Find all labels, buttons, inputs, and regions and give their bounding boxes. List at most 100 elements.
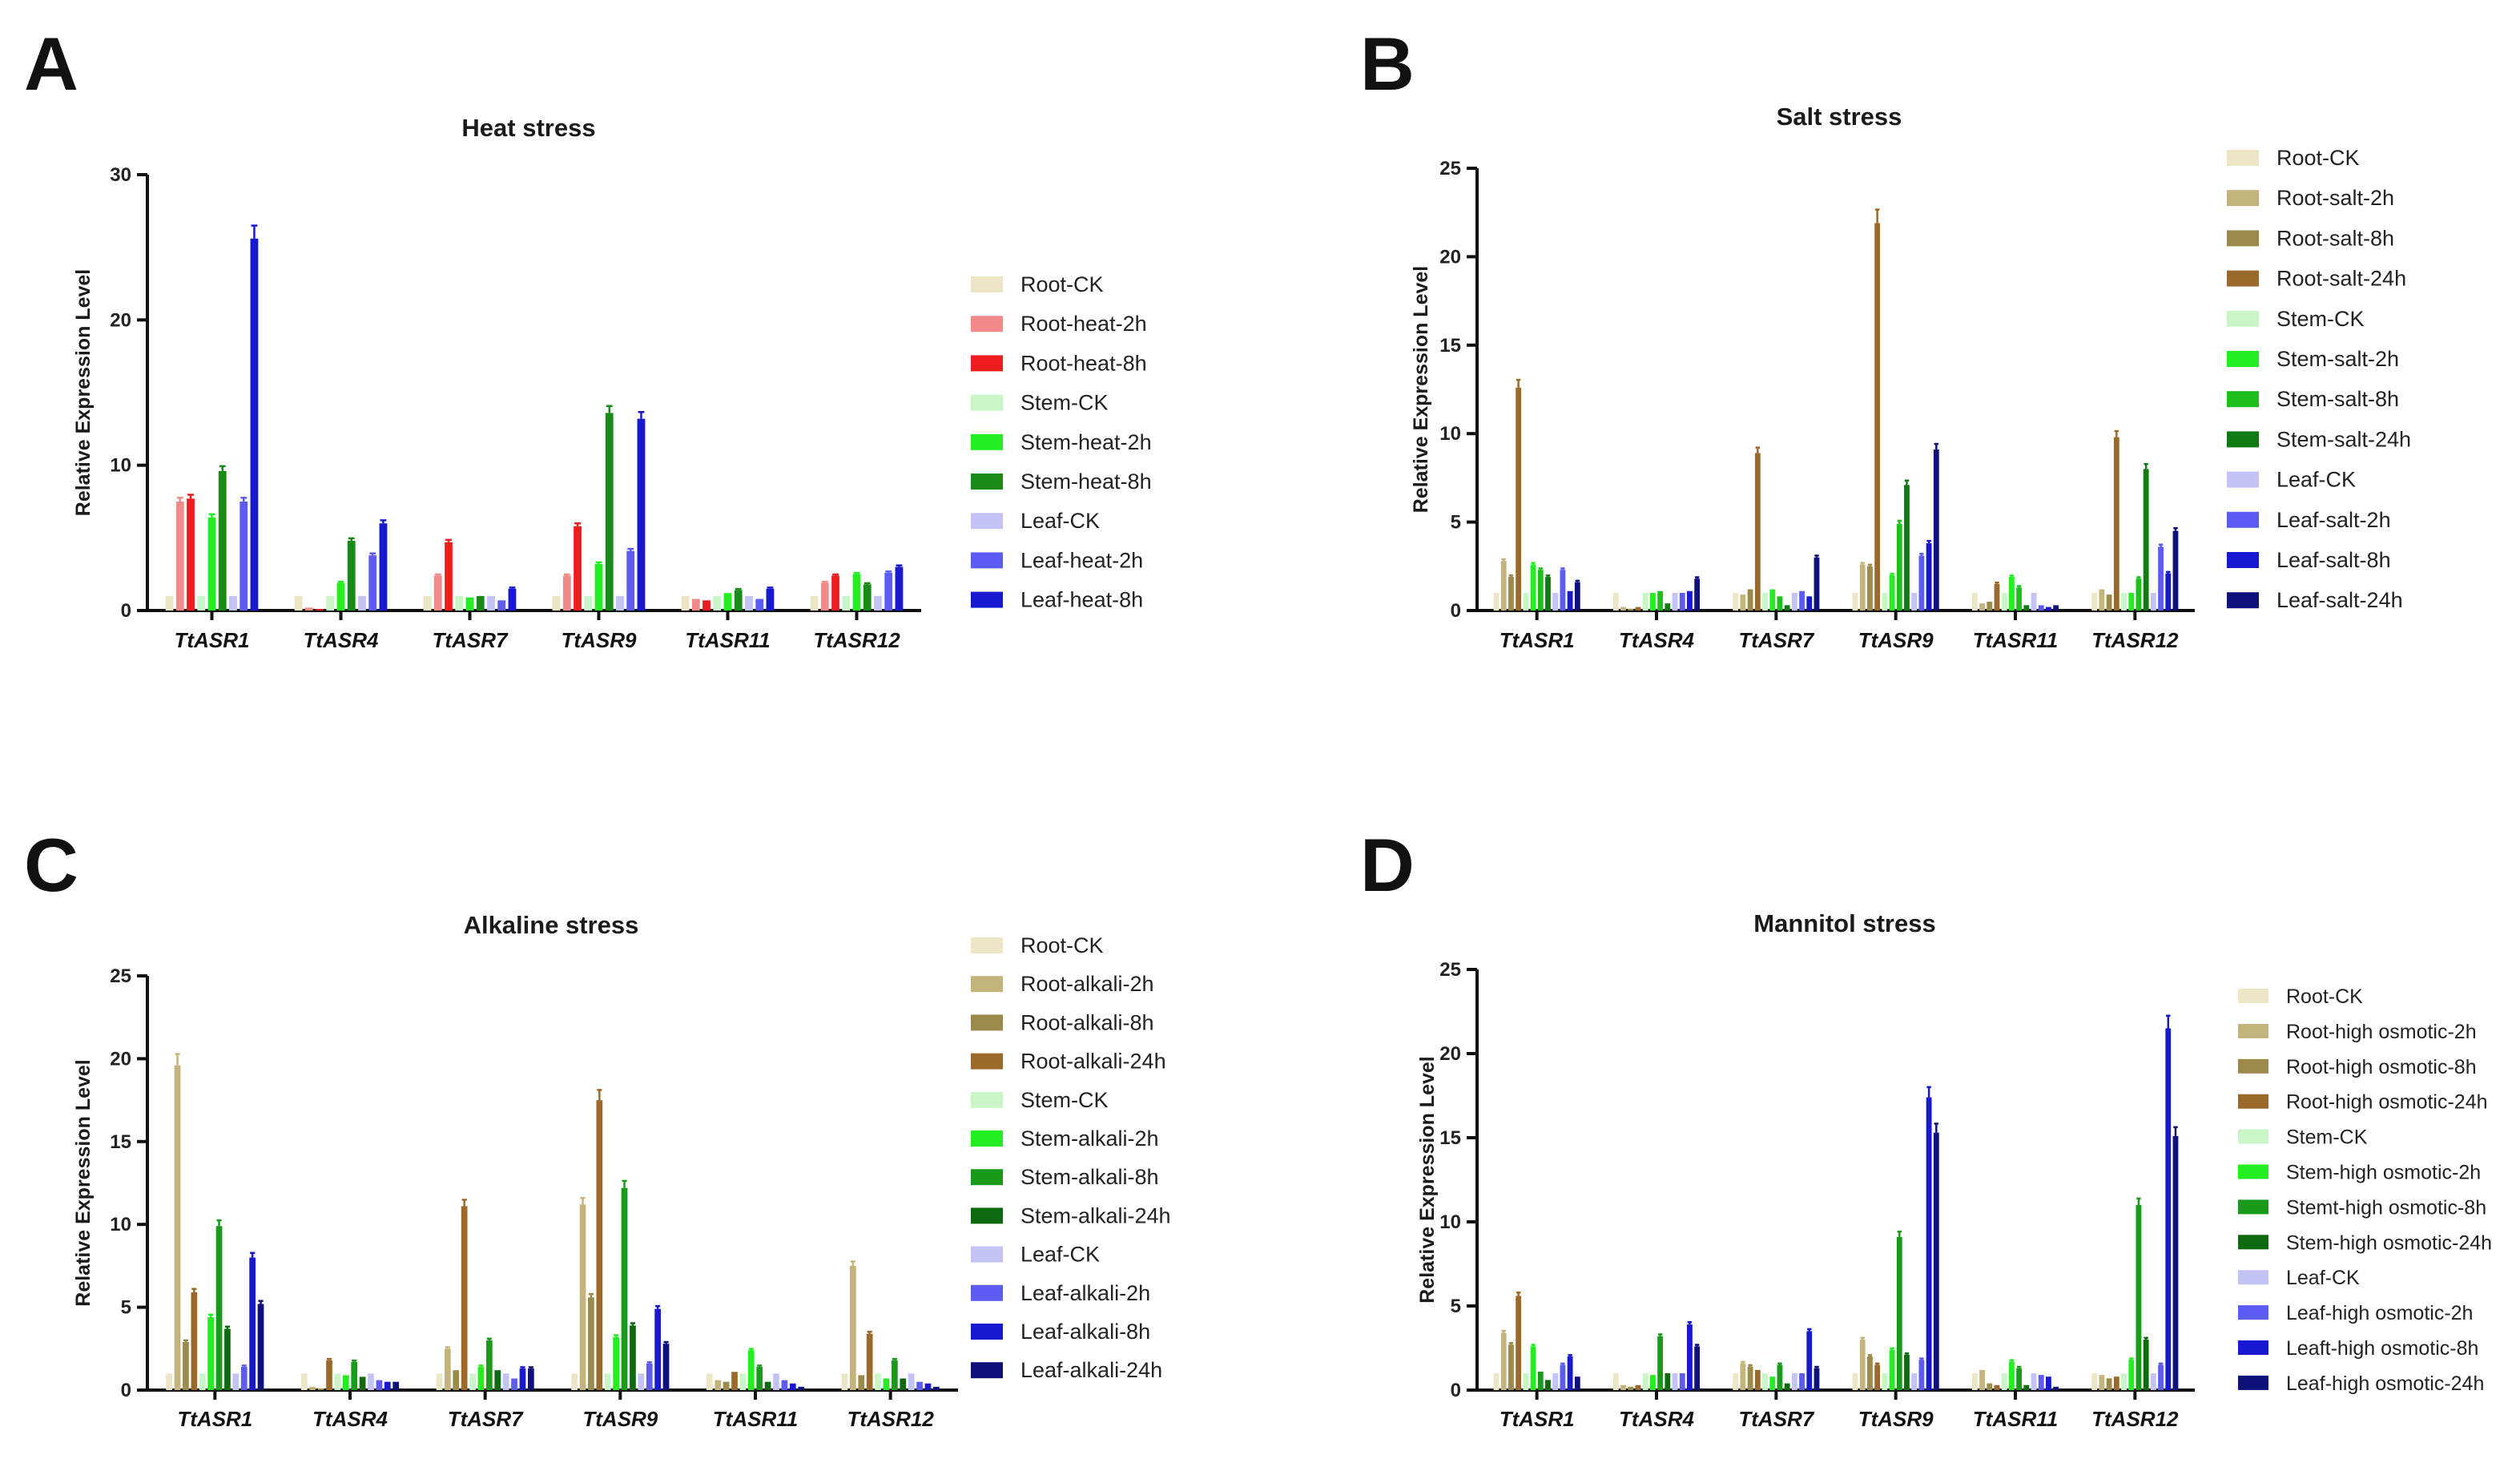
x-tick-label: TtASR9 bbox=[1858, 628, 1934, 652]
x-tick-label: TtASR9 bbox=[562, 628, 637, 652]
bar bbox=[1665, 1373, 1671, 1390]
legend-swatch bbox=[971, 1284, 1003, 1301]
legend-label: Root-CK bbox=[1020, 933, 1104, 957]
bar bbox=[1971, 1373, 1978, 1390]
legend-swatch bbox=[2227, 310, 2259, 327]
bar bbox=[1852, 1373, 1858, 1390]
legend-swatch bbox=[2238, 1164, 2268, 1179]
bar bbox=[574, 526, 582, 611]
bar bbox=[487, 595, 495, 611]
bar bbox=[1918, 1360, 1925, 1390]
bar bbox=[764, 1381, 771, 1390]
bar bbox=[883, 1378, 890, 1390]
bar bbox=[1859, 1340, 1866, 1390]
chart-title: Alkaline stress bbox=[464, 911, 639, 939]
y-axis-label: Relative Expression Level bbox=[72, 269, 95, 516]
legend-label: Root-high osmotic-8h bbox=[2286, 1056, 2477, 1078]
bar bbox=[681, 595, 690, 611]
bar bbox=[874, 595, 882, 611]
bar bbox=[2136, 1205, 2142, 1390]
bar bbox=[781, 1380, 788, 1390]
bar bbox=[916, 1381, 923, 1390]
bar bbox=[1493, 592, 1500, 611]
bar bbox=[2150, 1373, 2156, 1390]
bar bbox=[1994, 1384, 2000, 1390]
legend-label: Leaf-alkali-2h bbox=[1020, 1281, 1150, 1305]
y-tick-label: 25 bbox=[1439, 959, 1461, 981]
x-tick-label: TtASR12 bbox=[847, 1407, 934, 1431]
bar bbox=[2143, 469, 2149, 611]
bar bbox=[2128, 1360, 2135, 1390]
bar bbox=[1530, 1346, 1536, 1390]
bar bbox=[1784, 1383, 1790, 1390]
legend-swatch bbox=[2227, 230, 2259, 247]
bar bbox=[1523, 1373, 1529, 1390]
bar bbox=[1806, 596, 1813, 611]
bar bbox=[895, 566, 904, 611]
bar bbox=[2106, 594, 2112, 611]
legend-label: Root-salt-24h bbox=[2276, 267, 2406, 291]
bar bbox=[1867, 1356, 1873, 1390]
bar bbox=[713, 595, 722, 611]
bar bbox=[621, 1187, 628, 1390]
bar bbox=[1747, 1366, 1753, 1390]
bar bbox=[2099, 1375, 2105, 1390]
bar bbox=[1754, 1369, 1761, 1390]
bar bbox=[294, 595, 303, 611]
bar bbox=[702, 600, 711, 611]
bar bbox=[1740, 594, 1746, 611]
bar bbox=[745, 595, 753, 611]
bar bbox=[502, 1373, 509, 1390]
legend-label: Leaf-CK bbox=[2286, 1267, 2360, 1289]
bar bbox=[884, 572, 893, 611]
y-axis-label: Relative Expression Level bbox=[1416, 1056, 1439, 1303]
chart-title: Heat stress bbox=[461, 114, 595, 142]
legend-label: Stem-high osmotic-2h bbox=[2286, 1162, 2481, 1184]
legend-swatch bbox=[2238, 1270, 2268, 1285]
legend-swatch bbox=[2238, 1199, 2268, 1215]
legend-label: Stem-heat-8h bbox=[1020, 470, 1152, 494]
bar bbox=[2158, 546, 2164, 611]
bar bbox=[723, 1381, 730, 1390]
legend-swatch bbox=[2227, 190, 2259, 207]
chart-panel-c: C Alkaline stress 0 5 10 15 20 25 Relative Expre… bbox=[24, 823, 1171, 1431]
bar bbox=[1926, 543, 1932, 611]
legend-label: Leaf-CK bbox=[1020, 1243, 1100, 1267]
legend-swatch bbox=[971, 1169, 1003, 1186]
y-tick-label: 15 bbox=[1439, 335, 1461, 357]
bar bbox=[1754, 453, 1761, 611]
bar bbox=[2031, 1373, 2037, 1390]
chart-panel-d: D Mannitol stress 0 5 10 15 20 25 Relative Expre… bbox=[1360, 823, 2492, 1431]
bar bbox=[326, 595, 335, 611]
bar bbox=[2172, 1135, 2179, 1390]
bar bbox=[2016, 587, 2023, 611]
bar bbox=[2001, 592, 2007, 611]
bar bbox=[579, 1204, 586, 1390]
bar bbox=[455, 595, 464, 611]
bar bbox=[1545, 577, 1551, 611]
legend-label: Root-CK bbox=[1020, 272, 1104, 296]
bar bbox=[2158, 1364, 2164, 1390]
legend-swatch bbox=[971, 276, 1003, 292]
bar bbox=[1516, 1296, 1522, 1390]
legend-label: Stem-CK bbox=[1020, 391, 1109, 415]
bar bbox=[616, 595, 624, 611]
legend-swatch bbox=[971, 1362, 1003, 1379]
bar bbox=[368, 1373, 374, 1390]
bar bbox=[2091, 1373, 2098, 1390]
bar bbox=[191, 1292, 198, 1390]
bar bbox=[1791, 592, 1797, 611]
bar bbox=[1574, 582, 1580, 611]
bar bbox=[1896, 523, 1902, 611]
x-tick-label: TtASR12 bbox=[2091, 628, 2179, 652]
bar bbox=[2091, 592, 2098, 611]
bar bbox=[584, 595, 593, 611]
legend-label: Root-salt-2h bbox=[2276, 186, 2394, 210]
bar bbox=[166, 1373, 172, 1390]
bar bbox=[820, 582, 829, 611]
bar bbox=[2046, 607, 2051, 611]
legend-label: Leaf-salt-8h bbox=[2276, 548, 2391, 572]
y-tick-label: 20 bbox=[1439, 1043, 1461, 1065]
bar bbox=[1799, 1373, 1805, 1390]
bar bbox=[351, 1361, 358, 1390]
